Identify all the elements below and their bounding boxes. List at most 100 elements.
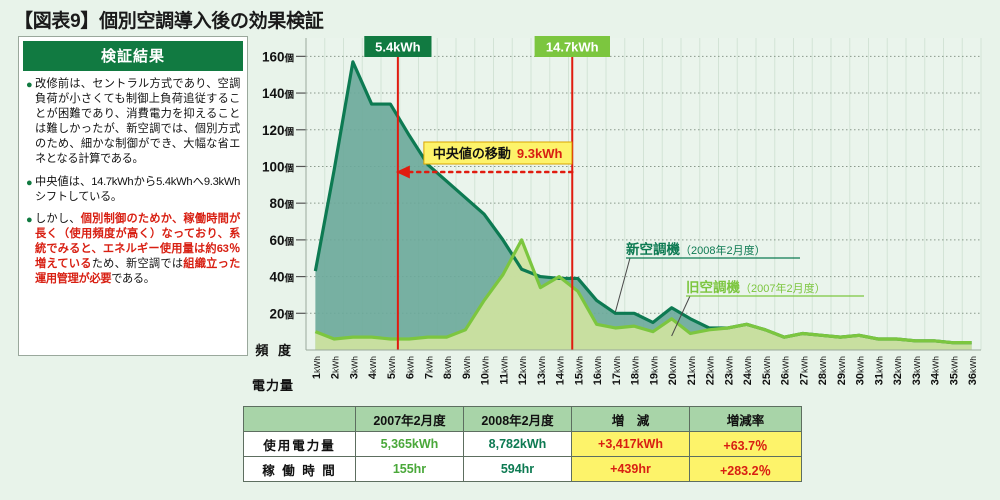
median-badge-label-median-new: 5.4kWh <box>375 40 421 55</box>
table-header-2008: 2008年2月度 <box>463 406 572 432</box>
x-axis-tick-label: 29kWh <box>836 356 848 386</box>
x-axis-tick-label: 34kWh <box>930 356 942 386</box>
x-axis-tick-label: 3kWh <box>348 356 360 379</box>
y-axis-tick-label: 140個 <box>262 86 294 101</box>
page-title: 【図表9】個別空調導入後の効果検証 <box>14 11 324 32</box>
x-axis-tick-label: 14kWh <box>555 356 567 386</box>
median-badge-median-new <box>364 36 432 57</box>
x-axis-tick-label: 4kWh <box>367 356 379 379</box>
x-axis-tick-label: 5kWh <box>386 356 398 379</box>
cell-power-diff: +3,417kWh <box>571 431 690 457</box>
x-axis-tick-label: 31kWh <box>873 356 885 386</box>
x-axis-tick-label: 36kWh <box>967 356 979 386</box>
table-header-rate: 増減率 <box>689 406 802 432</box>
table-header-row: 2007年2月度 2008年2月度 増 減 増減率 <box>243 406 802 432</box>
row-label-hours: 稼 働 時 間 <box>243 456 356 482</box>
y-axis-title: 頻 度 <box>255 343 294 358</box>
x-axis-tick-label: 33kWh <box>911 356 923 386</box>
bullet-text-plain: ため、新空調では <box>91 258 184 271</box>
cell-hours-diff: +439hr <box>571 456 690 482</box>
table-header-diff: 増 減 <box>571 406 690 432</box>
x-axis-tick-label: 22kWh <box>705 356 717 386</box>
table-row: 使用電力量 5,365kWh 8,782kWh +3,417kWh +63.7％ <box>243 431 802 457</box>
bullet-dot-icon: ● <box>26 213 33 226</box>
x-axis-tick-label: 24kWh <box>742 356 754 386</box>
panel-body: ● 改修前は、セントラル方式であり、空調負荷が小さくても制御上負荷追従することが困… <box>19 71 247 287</box>
bullet-text-emphasis: 組織立った運用管理が必要 <box>35 258 240 286</box>
bullet-text: 改修前は、セントラル方式であり、空調負荷が小さくても制御上負荷追従することが困難… <box>35 77 240 168</box>
x-axis-tick-label: 18kWh <box>630 356 642 386</box>
x-axis-tick-label: 30kWh <box>855 356 867 386</box>
panel-bullet: ● 改修前は、セントラル方式であり、空調負荷が小さくても制御上負荷追従することが困… <box>26 77 240 168</box>
median-shift-label: 中央値の移動 9.3kWh <box>433 146 563 161</box>
legend-label-old: 旧空調機（2007年2月度） <box>686 279 826 295</box>
x-axis-tick-label: 9kWh <box>461 356 473 379</box>
y-axis-tick-label: 120個 <box>262 123 294 138</box>
x-axis-tick-label: 17kWh <box>611 356 623 386</box>
legend-label-new: 新空調機（2008年2月度） <box>626 241 766 257</box>
series-area-new <box>315 61 972 351</box>
median-badge-label-median-old: 14.7kWh <box>546 40 599 55</box>
frequency-distribution-chart: 20個 40個 60個 80個 100個 120個 140個 160個 5.4kWh 14.7k… <box>248 30 988 395</box>
legend-leader-line <box>614 257 631 313</box>
x-axis-tick-label: 27kWh <box>798 356 810 386</box>
x-axis-tick-label: 35kWh <box>948 356 960 386</box>
cell-power-rate: +63.7％ <box>689 431 802 457</box>
median-shift-annotation: 中央値の移動 9.3kWh <box>395 141 574 179</box>
series-legend: 新空調機（2008年2月度） 旧空調機（2007年2月度） <box>614 241 864 337</box>
x-axis-tick-label: 21kWh <box>686 356 698 386</box>
cell-hours-2007: 155hr <box>355 456 464 482</box>
x-axis-tick-label: 15kWh <box>573 356 585 386</box>
x-axis-tick-label: 19kWh <box>648 356 660 386</box>
bullet-text-emphasis: 個別制御のためか、稼働時間が長く（使用頻度が高く）なっており、系統でみると、エネ… <box>35 212 240 271</box>
table-header-blank <box>243 406 356 432</box>
median-shift-label-box <box>423 141 573 165</box>
x-axis-tick-label: 25kWh <box>761 356 773 386</box>
x-axis-tick-label: 7kWh <box>423 356 435 379</box>
x-axis-tick-label: 6kWh <box>405 356 417 379</box>
bullet-text: 中央値は、14.7kWhから5.4kWhへ9.3kWhシフトしている。 <box>35 175 240 205</box>
bullet-text: しかし、個別制御のためか、稼働時間が長く（使用頻度が高く）なっており、系統でみる… <box>35 212 240 287</box>
table-header-2007: 2007年2月度 <box>355 406 464 432</box>
x-axis-tick-label: 1kWh <box>311 356 323 379</box>
x-axis-tick-label: 12kWh <box>517 356 529 386</box>
panel-title: 検証結果 <box>23 41 243 71</box>
x-axis-tick-label: 20kWh <box>667 356 679 386</box>
y-axis-tick-label: 40個 <box>269 270 294 285</box>
y-axis-tick-label: 100個 <box>262 159 294 174</box>
cell-power-2008: 8,782kWh <box>463 431 572 457</box>
y-axis-tick-label: 60個 <box>269 233 294 248</box>
panel-bullet: ● しかし、個別制御のためか、稼働時間が長く（使用頻度が高く）なっており、系統でみ… <box>26 212 240 287</box>
panel-bullet: ● 中央値は、14.7kWhから5.4kWhへ9.3kWhシフトしている。 <box>26 175 240 205</box>
x-axis-tick-label: 2kWh <box>330 356 342 379</box>
y-axis-tick-marks <box>296 55 306 314</box>
x-axis-tick-label: 11kWh <box>498 356 510 385</box>
bullet-dot-icon: ● <box>26 176 33 189</box>
bullet-text-plain: 中央値は、14.7kWhから5.4kWhへ9.3kWhシフトしている。 <box>35 175 240 203</box>
bullet-text-plain: である。 <box>111 273 155 286</box>
x-axis-tick-label: 26kWh <box>780 356 792 386</box>
x-axis-tick-label: 23kWh <box>723 356 735 386</box>
bullet-dot-icon: ● <box>26 79 33 91</box>
cell-hours-rate: +283.2％ <box>689 456 802 482</box>
chart-svg: 20個 40個 60個 80個 100個 120個 140個 160個 5.4kWh 14.7k… <box>252 36 982 393</box>
x-axis-tick-label: 28kWh <box>817 356 829 386</box>
cell-hours-2008: 594hr <box>463 456 572 482</box>
row-label-power: 使用電力量 <box>243 431 356 457</box>
median-badge-median-old <box>534 36 610 57</box>
y-axis-tick-label: 160個 <box>262 49 294 64</box>
y-axis-tick-labels: 20個 40個 60個 80個 100個 120個 140個 160個 <box>262 49 294 321</box>
x-axis-tick-label: 10kWh <box>480 356 492 386</box>
table-row: 稼 働 時 間 155hr 594hr +439hr +283.2％ <box>243 456 802 482</box>
bullet-text-plain: 改修前は、セントラル方式であり、空調負荷が小さくても制御上負荷追従することが困難… <box>35 78 240 166</box>
bullet-text-plain: しかし、 <box>35 212 81 225</box>
series-area-old <box>315 239 972 350</box>
verification-result-panel: 検証結果 ● 改修前は、セントラル方式であり、空調負荷が小さくても制御上負荷追従す… <box>18 36 248 356</box>
x-axis-tick-label: 32kWh <box>892 356 904 386</box>
x-axis-tick-labels: 1kWh 2kWh 3kWh 4kWh 5kWh 6kWh 7kWh 8kWh 9kWh 10kW… <box>311 356 979 386</box>
legend-leader-line <box>671 295 691 337</box>
cell-power-2007: 5,365kWh <box>355 431 464 457</box>
y-axis-tick-label: 20個 <box>269 306 294 321</box>
x-axis-tick-label: 16kWh <box>592 356 604 386</box>
